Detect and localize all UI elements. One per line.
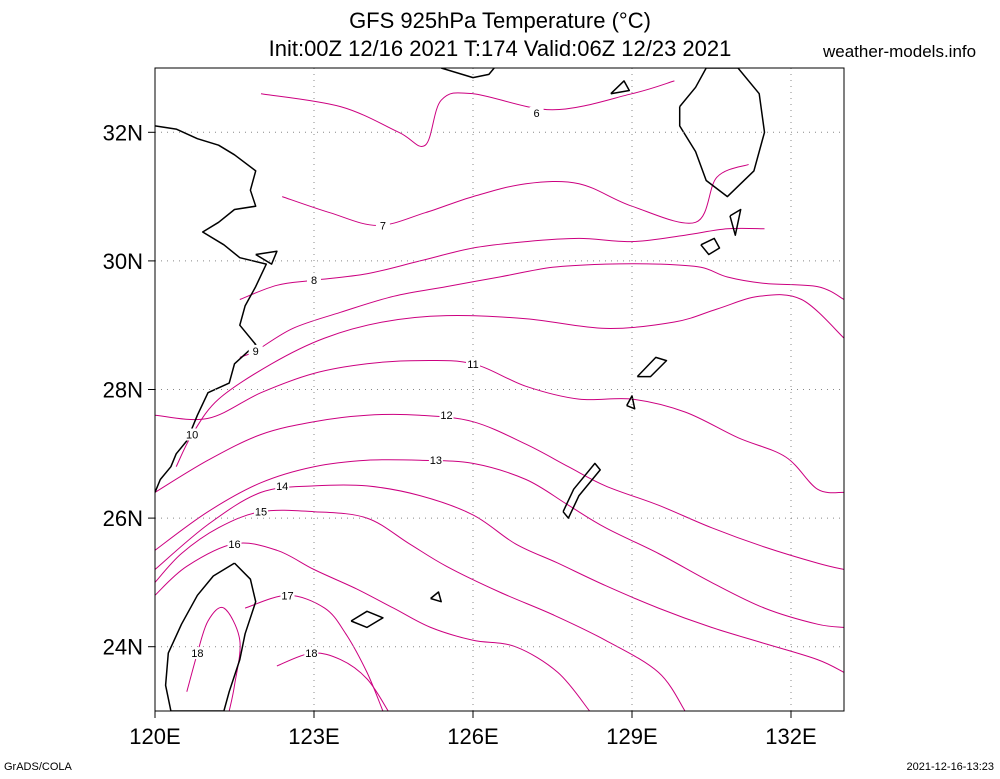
contour-layer xyxy=(155,80,844,711)
coastline-amami xyxy=(636,356,668,378)
isotherm-8 xyxy=(239,227,765,300)
isotherm-label-bg xyxy=(227,537,242,550)
coastline-taiwan xyxy=(164,562,257,711)
isotherm-label-13: 13 xyxy=(430,455,442,467)
isotherm-label-9: 9 xyxy=(253,346,259,358)
coastline-okinawa xyxy=(562,462,601,519)
coastline-china-coast xyxy=(155,125,268,493)
isotherm-label-bg xyxy=(185,428,200,441)
lat-tick-label: 24N xyxy=(103,635,143,660)
coastline-layer xyxy=(155,68,766,711)
isotherm-label-bg xyxy=(304,647,319,660)
lat-tick-label: 26N xyxy=(103,506,143,531)
isotherm-label-bg xyxy=(275,479,290,492)
title-line-1: GFS 925hPa Temperature (°C) xyxy=(349,8,651,33)
footer-timestamp: 2021-12-16-13:23 xyxy=(906,761,994,773)
isotherm-label-11: 11 xyxy=(467,359,478,371)
isotherm-10 xyxy=(175,294,844,467)
isotherm-label-10: 10 xyxy=(186,430,198,442)
coastline-yakushima xyxy=(700,237,721,256)
footer-credit: GrADS/COLA xyxy=(4,761,72,773)
isotherm-12 xyxy=(155,413,844,570)
isotherm-label-bg xyxy=(307,274,321,287)
isotherm-14 xyxy=(155,484,844,673)
isotherm-6 xyxy=(260,80,675,147)
isotherm-7 xyxy=(282,163,749,227)
isotherm-9 xyxy=(239,263,844,358)
isotherm-label-bg xyxy=(375,219,390,232)
coastline-kyushu xyxy=(678,68,766,198)
contour-label-layer: 6 7 8 9 10 11 12 13 14 15 16 17 18 18 xyxy=(185,107,544,660)
isotherm-label-bg xyxy=(248,344,263,357)
isotherm-label-7: 7 xyxy=(380,221,386,233)
lon-tick-label: 129E xyxy=(606,724,657,749)
isotherm-11 xyxy=(155,359,844,494)
isotherm-label-bg xyxy=(529,107,544,120)
isotherm-label-17: 17 xyxy=(281,590,293,602)
coastline-miyako xyxy=(430,591,442,603)
grid-layer xyxy=(154,68,844,711)
lon-tick-label: 120E xyxy=(129,724,180,749)
isotherm-label-bg xyxy=(428,454,443,467)
isotherm-label-12: 12 xyxy=(440,410,452,422)
axis-layer: 120E 123E 126E 129E 132E 24N 26N 28N 30N 32N xyxy=(103,120,817,749)
lat-tick-label: 28N xyxy=(103,378,143,403)
plot-frame xyxy=(154,67,845,712)
isotherm-label-8: 8 xyxy=(311,275,317,287)
coastline-zhoushan xyxy=(255,250,278,265)
isotherm-label-bg xyxy=(254,505,268,518)
isotherm-15 xyxy=(155,509,686,711)
coastline-yaeyama xyxy=(350,610,384,629)
isotherm-18 xyxy=(276,652,389,711)
isotherm-label-18: 18 xyxy=(191,648,203,660)
lon-tick-label: 132E xyxy=(765,724,816,749)
lat-tick-label: 32N xyxy=(103,120,143,145)
isotherm-label-15: 15 xyxy=(255,507,267,519)
isotherm-label-18: 18 xyxy=(305,648,317,660)
title-line-2: Init:00Z 12/16 2021 T:174 Valid:06Z 12/2… xyxy=(268,36,732,61)
coastline-korea-south xyxy=(440,68,495,79)
coastline-tanegashima xyxy=(729,208,742,236)
isotherm-13 xyxy=(155,459,844,628)
isotherm-label-bg xyxy=(466,357,480,370)
isotherm-label-bg xyxy=(439,409,454,422)
isotherm-label-16: 16 xyxy=(228,539,240,551)
coastline-goto xyxy=(610,80,631,95)
isotherm-label-6: 6 xyxy=(534,108,540,120)
site-label[interactable]: weather-models.info xyxy=(823,42,977,61)
coastline-tokunoshima xyxy=(626,395,636,410)
isotherm-label-14: 14 xyxy=(276,481,288,493)
lon-tick-label: 123E xyxy=(288,724,339,749)
lat-tick-label: 30N xyxy=(103,249,143,274)
isotherm-label-bg xyxy=(190,647,205,660)
isotherm-label-bg xyxy=(280,589,295,602)
lon-tick-label: 126E xyxy=(447,724,498,749)
